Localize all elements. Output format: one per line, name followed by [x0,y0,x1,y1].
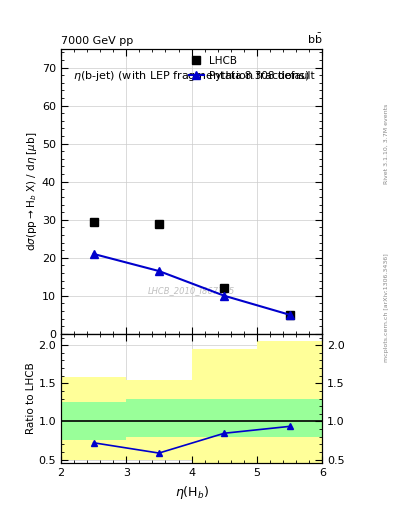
Legend: LHCB, Pythia 8.308 default: LHCB, Pythia 8.308 default [184,52,319,86]
Text: b$\bar{\mathrm{b}}$: b$\bar{\mathrm{b}}$ [307,32,322,46]
Text: 7000 GeV pp: 7000 GeV pp [61,36,133,46]
Text: Rivet 3.1.10, 3.7M events: Rivet 3.1.10, 3.7M events [384,103,389,183]
Pythia 8.308 default [91,251,96,257]
LHCB [287,312,292,318]
Text: $\eta$(b-jet) (with LEP fragmentation fractions): $\eta$(b-jet) (with LEP fragmentation fr… [73,69,310,82]
LHCB [91,219,96,225]
Line: LHCB: LHCB [90,218,294,319]
Pythia 8.308 default [287,312,292,318]
Text: mcplots.cern.ch [arXiv:1306.3436]: mcplots.cern.ch [arXiv:1306.3436] [384,253,389,361]
LHCB [156,221,161,227]
LHCB [222,285,227,291]
Pythia 8.308 default [156,268,161,274]
Pythia 8.308 default [222,293,227,299]
Y-axis label: Ratio to LHCB: Ratio to LHCB [26,362,35,435]
Y-axis label: d$\sigma$(pp$\rightarrow$H$_b$ X) / d$\eta$ [$\mu$b]: d$\sigma$(pp$\rightarrow$H$_b$ X) / d$\e… [25,132,39,251]
X-axis label: $\eta$(H$_b$): $\eta$(H$_b$) [174,484,209,501]
Line: Pythia 8.308 default: Pythia 8.308 default [90,250,294,319]
Text: LHCB_2010_I867355: LHCB_2010_I867355 [148,287,235,295]
